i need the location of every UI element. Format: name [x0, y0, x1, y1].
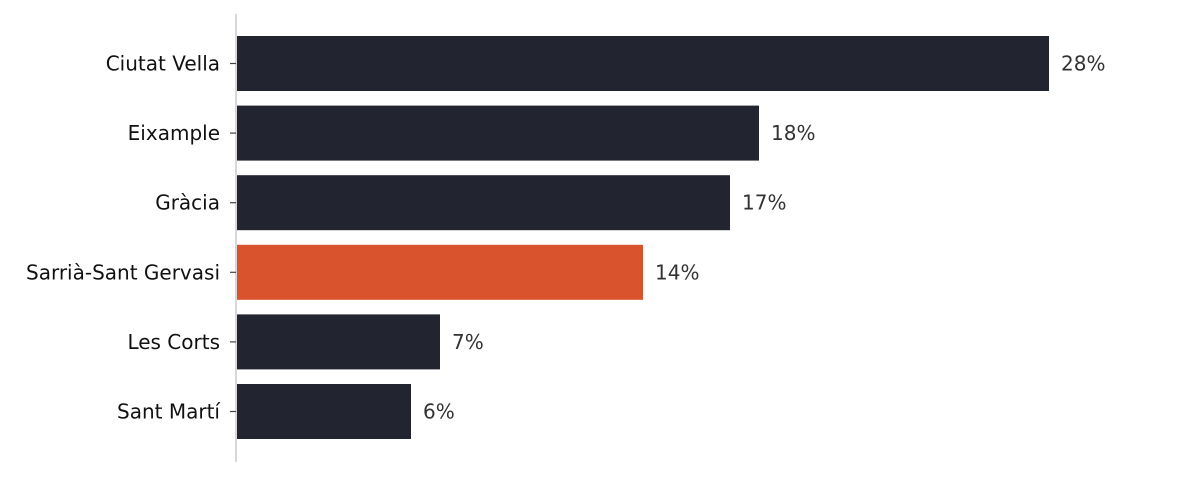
- y-tick-label-les-corts: Les Corts: [127, 330, 220, 354]
- bars-group: Ciutat Vella 28% Eixample 18% Gràcia 17% Sarri…: [26, 36, 1105, 439]
- value-label-gracia: 17%: [742, 191, 786, 215]
- y-tick-label-gracia: Gràcia: [155, 191, 220, 215]
- y-tick-label-eixample: Eixample: [128, 121, 220, 145]
- value-label-ciutat-vella: 28%: [1061, 52, 1105, 76]
- value-label-sant-marti: 6%: [423, 400, 455, 424]
- value-label-sarria-sant-gervasi: 14%: [655, 260, 699, 284]
- bar-gracia: [237, 175, 730, 231]
- value-label-les-corts: 7%: [452, 330, 484, 354]
- bar-sant-marti: [237, 384, 411, 439]
- y-tick-label-sant-marti: Sant Martí: [117, 400, 221, 424]
- bar-sarria-sant-gervasi: [237, 244, 643, 300]
- bar-les-corts: [237, 314, 440, 370]
- y-tick-label-sarria-sant-gervasi: Sarrià-Sant Gervasi: [26, 260, 220, 284]
- bar-eixample: [237, 105, 759, 161]
- y-tick-label-ciutat-vella: Ciutat Vella: [106, 52, 220, 76]
- value-label-eixample: 18%: [771, 121, 815, 145]
- bar-ciutat-vella: [237, 36, 1049, 91]
